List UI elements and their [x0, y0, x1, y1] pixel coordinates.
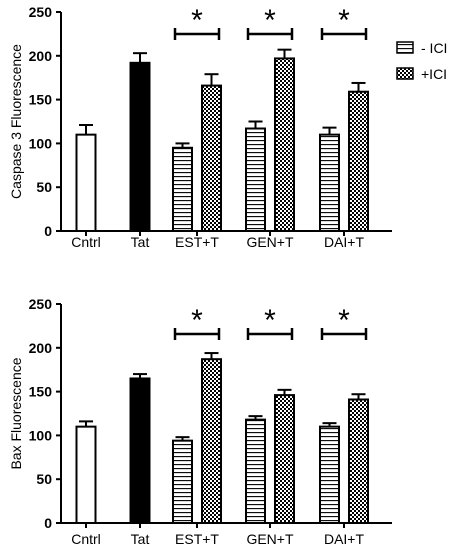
- caspase3-chart: 0 50 100 150 200 250 Caspase 3 Fluorescence Cnt…: [8, 4, 392, 250]
- y-tick-label: 150: [29, 384, 53, 400]
- y-tick-label: 200: [29, 340, 53, 356]
- bax-chart: 0 50 100 150 200 250 Bax Fluorescence Cntrl Tat E…: [8, 296, 392, 547]
- bar: [348, 398, 369, 525]
- bar: [201, 84, 222, 232]
- legend-label-plus-ici: +ICI: [421, 66, 447, 82]
- x-tick-label: GEN+T: [246, 531, 294, 547]
- bar: [245, 418, 266, 524]
- bar: [274, 57, 295, 233]
- significance-star: *: [191, 4, 203, 37]
- x-tick-label: EST+T: [175, 234, 219, 250]
- bar: [319, 133, 340, 232]
- bar: [75, 425, 97, 525]
- bar: [319, 425, 340, 525]
- bar: [129, 61, 151, 232]
- significance-star: *: [338, 304, 350, 337]
- bar: [245, 127, 266, 232]
- significance-star: *: [264, 4, 276, 37]
- x-tick-label: GEN+T: [246, 234, 294, 250]
- y-tick-label: 250: [29, 296, 53, 312]
- x-tick-label: EST+T: [175, 531, 219, 547]
- bar: [129, 377, 151, 524]
- legend-swatch-plus-ici: [396, 67, 414, 80]
- bar: [348, 90, 369, 232]
- bar: [75, 133, 97, 232]
- y-tick-label: 50: [36, 471, 52, 487]
- y-tick-label: 100: [29, 135, 53, 151]
- y-tick-label: 250: [29, 4, 53, 20]
- bar: [172, 146, 193, 232]
- y-tick-label: 200: [29, 48, 53, 64]
- bar: [274, 394, 295, 524]
- x-tick-label: Cntrl: [71, 531, 101, 547]
- y-axis-label: Caspase 3 Fluorescence: [8, 44, 24, 199]
- significance-star: *: [338, 4, 350, 37]
- y-tick-label: 0: [44, 223, 52, 239]
- x-tick-label: DAI+T: [324, 234, 365, 250]
- bar: [172, 439, 193, 525]
- y-axis-label: Bax Fluorescence: [8, 357, 24, 469]
- y-tick-label: 150: [29, 92, 53, 108]
- legend-label-minus-ici: - ICI: [421, 40, 447, 56]
- significance-star: *: [264, 304, 276, 337]
- y-tick-label: 100: [29, 427, 53, 443]
- significance-star: *: [191, 304, 203, 337]
- legend: - ICI +ICI: [396, 40, 447, 82]
- bar: [201, 358, 222, 524]
- x-tick-label: Tat: [131, 531, 150, 547]
- x-tick-label: DAI+T: [324, 531, 365, 547]
- x-tick-label: Tat: [131, 234, 150, 250]
- x-tick-label: Cntrl: [71, 234, 101, 250]
- legend-swatch-minus-ici: [396, 41, 414, 54]
- y-tick-label: 50: [36, 179, 52, 195]
- y-tick-label: 0: [44, 515, 52, 531]
